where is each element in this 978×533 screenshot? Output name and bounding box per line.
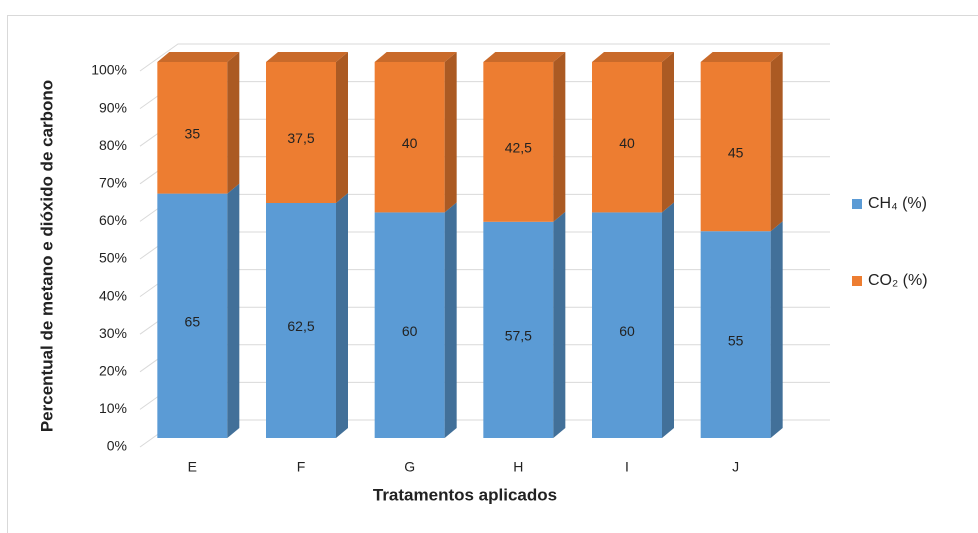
legend-label: CH₄ (%) bbox=[868, 195, 927, 212]
value-label: 55 bbox=[728, 332, 744, 348]
bar-top bbox=[157, 52, 240, 62]
bar-top bbox=[483, 52, 566, 62]
bar-segment bbox=[700, 62, 771, 232]
bar-segment bbox=[592, 212, 662, 438]
x-tick-label: E bbox=[188, 459, 197, 475]
legend-marker bbox=[852, 199, 862, 209]
chart-border bbox=[7, 15, 978, 533]
legend-label: CO₂ (%) bbox=[868, 272, 928, 289]
y-tick-label: 40% bbox=[99, 287, 127, 303]
value-label: 37,5 bbox=[287, 130, 314, 146]
y-tick-label: 70% bbox=[99, 175, 127, 191]
bar-top bbox=[374, 52, 457, 62]
value-label: 57,5 bbox=[505, 328, 532, 344]
bar-segment bbox=[374, 212, 445, 438]
value-label: 45 bbox=[728, 144, 744, 160]
bar-segment bbox=[374, 62, 445, 213]
value-label: 60 bbox=[402, 323, 418, 339]
bar-side bbox=[662, 202, 674, 438]
bar-segment bbox=[483, 62, 554, 222]
y-tick-label: 20% bbox=[99, 363, 127, 379]
bar-side bbox=[553, 211, 566, 438]
value-label: 65 bbox=[185, 314, 201, 330]
value-label: 35 bbox=[185, 126, 201, 142]
bar-segment bbox=[157, 193, 228, 438]
bar-side bbox=[444, 52, 457, 213]
bar-side bbox=[662, 52, 674, 213]
bar-side bbox=[336, 52, 348, 203]
bar-side bbox=[770, 221, 783, 438]
bar-segment bbox=[266, 203, 336, 438]
bar-top bbox=[266, 52, 348, 62]
x-tick-label: H bbox=[513, 459, 523, 475]
x-tick-label: G bbox=[404, 459, 415, 475]
y-tick-label: 80% bbox=[99, 137, 127, 153]
bar-side bbox=[227, 183, 240, 438]
bar-segment bbox=[266, 62, 336, 203]
value-label: 62,5 bbox=[287, 318, 314, 334]
bar-side bbox=[336, 193, 348, 438]
y-tick-label: 30% bbox=[99, 325, 127, 341]
y-tick-label: 60% bbox=[99, 212, 127, 228]
value-label: 60 bbox=[619, 323, 635, 339]
bar-segment bbox=[483, 221, 554, 438]
y-tick-label: 100% bbox=[91, 62, 127, 78]
y-tick-label: 0% bbox=[107, 438, 127, 454]
bar-side bbox=[553, 52, 566, 222]
x-tick-label: J bbox=[732, 459, 739, 475]
value-label: 42,5 bbox=[505, 140, 532, 156]
bar-segment bbox=[700, 231, 771, 438]
x-tick-label: I bbox=[625, 459, 629, 475]
y-tick-label: 90% bbox=[99, 99, 127, 115]
bar-top bbox=[700, 52, 783, 62]
value-label: 40 bbox=[402, 135, 418, 151]
bar-segment bbox=[157, 62, 228, 194]
y-tick-label: 50% bbox=[99, 250, 127, 266]
x-axis-title: Tratamentos aplicados bbox=[373, 485, 557, 504]
bar-segment bbox=[592, 62, 662, 213]
value-label: 40 bbox=[619, 135, 635, 151]
bar-top bbox=[592, 52, 674, 62]
bar-side bbox=[227, 52, 240, 194]
bar-side bbox=[444, 202, 457, 438]
bar-side bbox=[770, 52, 783, 232]
y-axis-title: Percentual de metano e dióxido de carbon… bbox=[37, 80, 56, 432]
x-tick-label: F bbox=[297, 459, 306, 475]
grid-line bbox=[139, 43, 830, 72]
legend-marker bbox=[852, 276, 862, 286]
y-tick-label: 10% bbox=[99, 400, 127, 416]
